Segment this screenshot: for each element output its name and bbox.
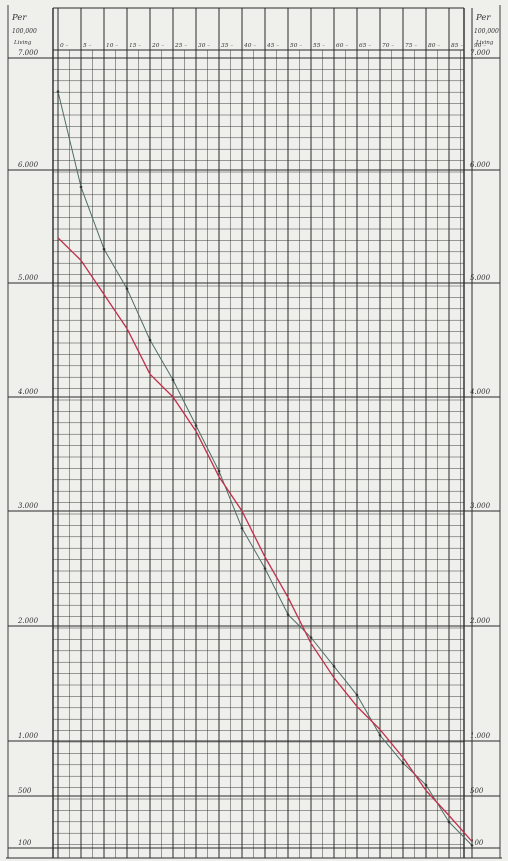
series-1-point	[286, 613, 290, 616]
y-tick-label-left: 7.000	[18, 49, 39, 57]
x-tick-label: 30 –	[198, 43, 210, 49]
y-tick-label-right: 500	[470, 787, 484, 795]
x-tick-label: 15 –	[129, 43, 141, 49]
series-1-point	[194, 424, 198, 427]
y-tick-label-left: 5.000	[18, 274, 39, 282]
right-header-line-3: Living	[475, 40, 494, 46]
x-tick-label: 85 –	[451, 43, 463, 49]
y-tick-label-left: 4.000	[17, 388, 39, 396]
grid	[6, 5, 502, 859]
series-1-point	[263, 567, 267, 570]
series-1-point	[217, 469, 221, 473]
x-tick-label: 40 –	[243, 43, 256, 49]
x-tick-label: 80 –	[428, 43, 440, 49]
y-tick-label-left: 2.000	[17, 617, 39, 625]
series-1-point	[171, 378, 175, 382]
y-tick-label-left: 1.000	[18, 732, 39, 740]
series-1-point	[401, 761, 405, 765]
y-tick-label-left: 6.000	[18, 161, 39, 169]
y-tick-label-right: 2.000	[469, 617, 491, 625]
y-tick-label-right: 1.000	[470, 732, 491, 740]
x-tick-label: 5 –	[83, 43, 92, 49]
x-tick-label: 55 –	[313, 43, 325, 49]
x-tick-label: 10 –	[106, 43, 118, 49]
series-1-point	[79, 185, 83, 189]
x-tick-label: 90 –	[474, 43, 486, 49]
series	[56, 90, 474, 847]
series-1-point	[332, 664, 336, 668]
x-tick-label: 0 –	[60, 43, 69, 49]
x-tick-label: 35 –	[221, 43, 233, 49]
series-1-point	[447, 820, 451, 824]
axis-labels: Per 100,000 Living Per 100,000 Living 7.…	[11, 13, 499, 847]
x-tick-label: 50 –	[290, 43, 302, 49]
x-tick-label: 70 –	[382, 43, 394, 49]
y-tick-label-left: 100	[18, 839, 32, 847]
y-tick-label-right: 5.000	[470, 274, 491, 282]
x-tick-label: 65 –	[359, 43, 371, 49]
x-tick-label: 75 –	[405, 43, 417, 49]
y-tick-label-left: 3.000	[18, 502, 39, 510]
x-tick-label: 25 –	[174, 43, 187, 49]
series-line-2	[57, 237, 473, 842]
series-1-point	[148, 338, 152, 342]
y-tick-label-right: 6.000	[470, 161, 491, 169]
right-header-line-2: 100,000	[474, 28, 499, 35]
y-tick-label-right: 4.000	[469, 388, 491, 396]
x-tick-label: 60 –	[336, 43, 348, 49]
x-tick-label: 45 –	[266, 43, 279, 49]
series-1-point	[56, 90, 60, 93]
y-tick-label-right: 3.000	[470, 502, 491, 510]
series-1-point	[355, 693, 359, 697]
series-1-point	[125, 287, 129, 291]
series-1-point	[378, 733, 382, 737]
series-1-point	[240, 526, 244, 530]
left-header-line-2: 100,000	[12, 28, 37, 35]
x-tick-label: 20 –	[151, 43, 164, 49]
series-1-point	[424, 783, 428, 787]
y-tick-label-right: 7.000	[470, 49, 491, 57]
y-tick-label-right: 100	[470, 839, 484, 847]
right-header-line-1: Per	[475, 13, 491, 23]
y-tick-label-left: 500	[18, 787, 32, 795]
left-header-line-1: Per	[11, 13, 27, 23]
left-header-line-3: Living	[13, 40, 32, 46]
series-1-point	[309, 636, 313, 639]
series-1-point	[470, 844, 474, 847]
series-1-point	[102, 247, 106, 251]
